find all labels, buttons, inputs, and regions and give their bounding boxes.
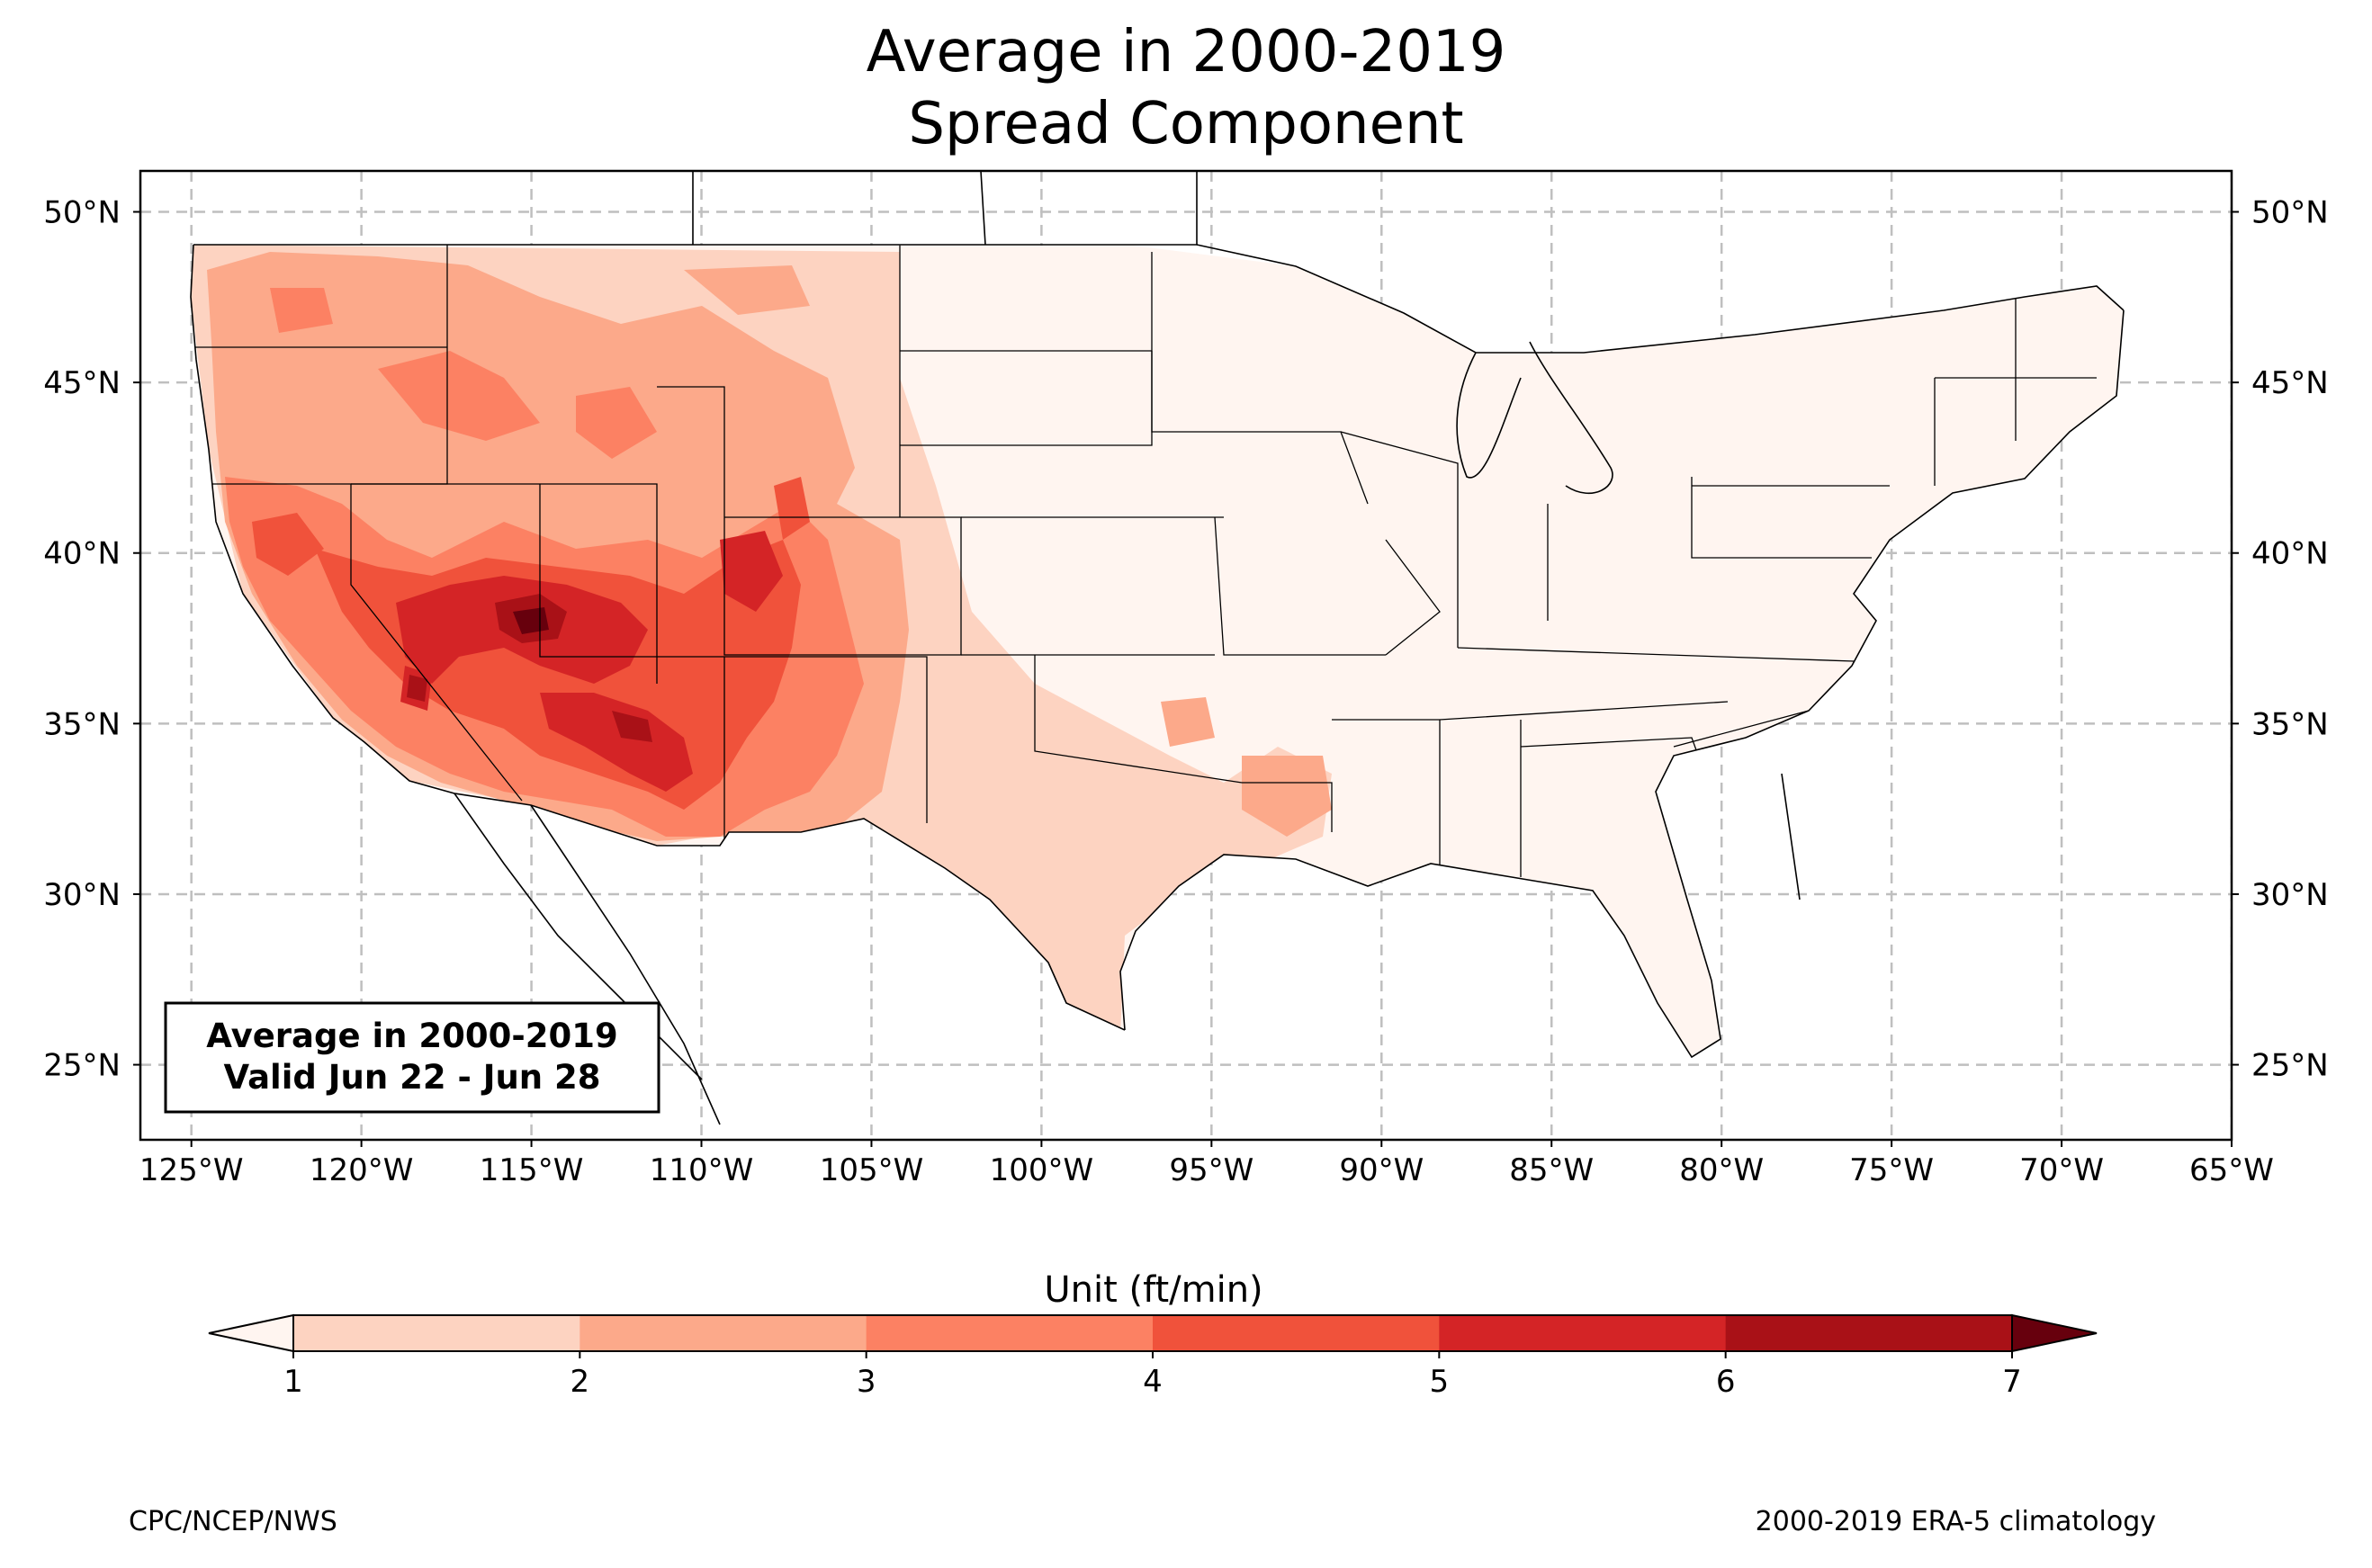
state-borders — [191, 245, 2097, 882]
lon-tick-label: 95°W — [1169, 1152, 1253, 1188]
colorbar-segment — [293, 1315, 580, 1351]
colorbar-tick-label: 1 — [283, 1364, 303, 1400]
border-dakotas — [899, 245, 1153, 517]
credit-right: 2000-2019 ERA-5 climatology — [1755, 1506, 2156, 1537]
lat-tick-label-right: 45°N — [2251, 365, 2329, 401]
border-east — [1457, 477, 1890, 662]
longitude-tick-labels: 125°W 120°W 115°W 110°W 105°W 100°W 95°W 90°W 85… — [139, 1140, 2274, 1188]
northern-border — [1196, 244, 2125, 354]
pacific-coastline — [190, 244, 455, 794]
map-title: Average in 2000-2019 — [866, 19, 1506, 85]
colorbar-under-arrow — [208, 1313, 294, 1353]
lat-tick-label-right: 50°N — [2251, 195, 2329, 231]
border-northeast — [1934, 297, 2097, 486]
border-ks-ok-tx — [961, 516, 1243, 784]
lat-tick-label-right: 30°N — [2251, 877, 2329, 913]
colorbar-tick-label: 2 — [571, 1364, 590, 1400]
lat-tick-label-left: 50°N — [43, 195, 121, 231]
lat-tick-label-left: 45°N — [43, 365, 121, 401]
latitude-tick-labels-left: 25°N 30°N 35°N 40°N 45°N 50°N — [43, 195, 140, 1084]
inset-line-1: Average in 2000-2019 — [206, 1017, 617, 1055]
border-nv-ut-az — [351, 483, 658, 684]
colorbar-segment — [1439, 1315, 1727, 1351]
map-subtitle: Spread Component — [908, 91, 1464, 157]
lon-tick-label: 100°W — [990, 1152, 1094, 1188]
lon-tick-label: 125°W — [139, 1152, 244, 1188]
us-mexico-border — [454, 793, 1126, 1031]
coastlines — [190, 171, 2125, 1125]
lon-tick-label: 80°W — [1679, 1152, 1764, 1188]
colorbar-tick-label: 5 — [1430, 1364, 1450, 1400]
colorbar-segments — [293, 1315, 2013, 1351]
lon-tick-label: 65°W — [2189, 1152, 2274, 1188]
lon-tick-label: 120°W — [310, 1152, 414, 1188]
lon-tick-label: 110°W — [650, 1152, 754, 1188]
colorbar-tick-label: 4 — [1143, 1364, 1163, 1400]
lon-tick-label: 75°W — [1849, 1152, 1934, 1188]
lat-tick-label-right: 40°N — [2251, 536, 2329, 572]
colorbar-tick-label: 6 — [1716, 1364, 1736, 1400]
border-midwest — [1151, 351, 1386, 656]
latitude-tick-labels-right: 25°N 30°N 35°N 40°N 45°N 50°N — [2232, 195, 2329, 1084]
colorbar-segment — [1725, 1315, 2013, 1351]
lon-tick-label: 70°W — [2019, 1152, 2104, 1188]
lat-tick-label-left: 30°N — [43, 877, 121, 913]
colorbar-label: Unit (ft/min) — [1044, 1269, 1262, 1311]
border-ca-nv — [191, 483, 523, 802]
border-az-nm — [657, 656, 928, 841]
colorbar-segment — [580, 1315, 867, 1351]
lake-michigan — [1456, 352, 1522, 479]
lon-tick-label: 115°W — [480, 1152, 584, 1188]
lon-tick-label: 90°W — [1339, 1152, 1424, 1188]
gulf-atlantic-coastline — [1119, 309, 2125, 1059]
lat-tick-label-right: 35°N — [2251, 706, 2329, 742]
lat-tick-label-left: 40°N — [43, 536, 121, 572]
map-frame — [139, 169, 2233, 1142]
colorbar-segment — [866, 1315, 1154, 1351]
lon-tick-label: 105°W — [820, 1152, 924, 1188]
colorbar-tick-label: 7 — [2002, 1364, 2022, 1400]
valid-date-inset: Average in 2000-2019 Valid Jun 22 - Jun … — [164, 1001, 660, 1114]
colorbar-over-arrow — [2011, 1313, 2098, 1353]
colorbar-ticks: 1 2 3 4 5 6 7 — [283, 1351, 2022, 1400]
inset-line-2: Valid Jun 22 - Jun 28 — [223, 1058, 600, 1097]
lat-tick-label-left: 25°N — [43, 1048, 121, 1084]
colorbar-tick-label: 3 — [857, 1364, 876, 1400]
inset-box — [164, 1001, 660, 1114]
credit-left: CPC/NCEP/NWS — [129, 1506, 337, 1537]
colorbar: Unit (ft/min) 1 2 3 4 5 6 7 — [208, 1269, 2098, 1400]
lon-tick-label: 85°W — [1509, 1152, 1594, 1188]
lat-tick-label-left: 35°N — [43, 706, 121, 742]
florida-keys — [1781, 773, 1801, 900]
border-ia-il — [1340, 431, 1459, 656]
lake-huron — [1529, 341, 1613, 495]
colorbar-segment — [1153, 1315, 1440, 1351]
lat-tick-label-right: 25°N — [2251, 1048, 2329, 1084]
border-south — [1242, 701, 1729, 882]
